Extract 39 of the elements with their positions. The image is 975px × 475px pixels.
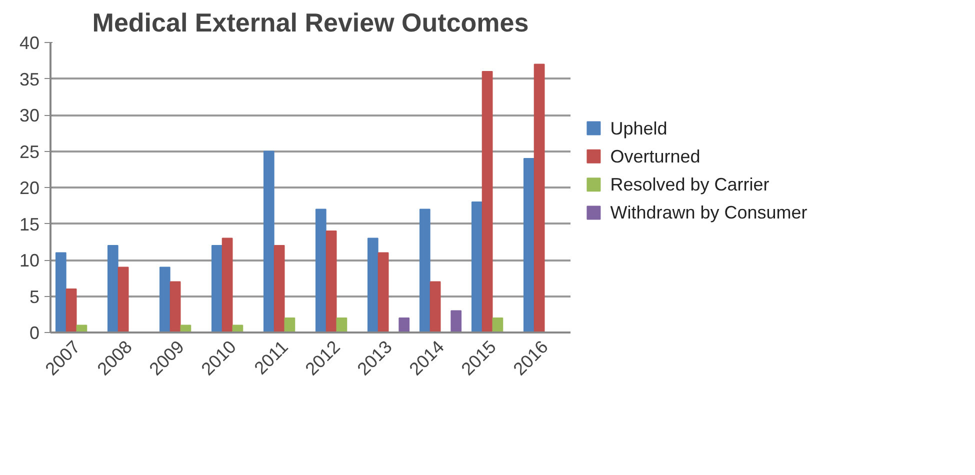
bar bbox=[523, 158, 534, 332]
bar bbox=[534, 64, 545, 332]
y-tick-label: 20 bbox=[19, 178, 40, 198]
bar bbox=[378, 252, 389, 332]
legend-label: Resolved by Carrier bbox=[610, 174, 770, 195]
bar bbox=[263, 150, 274, 332]
bar bbox=[398, 318, 410, 332]
bar bbox=[471, 202, 482, 332]
bar bbox=[274, 245, 285, 332]
bar bbox=[55, 252, 66, 332]
y-tick-label: 5 bbox=[29, 286, 40, 307]
bar bbox=[107, 245, 118, 332]
bar bbox=[482, 71, 493, 332]
bar bbox=[118, 266, 129, 332]
y-tick-label: 35 bbox=[19, 69, 40, 90]
legend-label: Overturned bbox=[610, 146, 700, 166]
y-tick-label: 15 bbox=[19, 214, 40, 234]
y-tick-label: 40 bbox=[19, 33, 40, 53]
bar bbox=[492, 318, 504, 332]
bar bbox=[315, 208, 326, 332]
bar bbox=[367, 238, 378, 332]
bar bbox=[326, 230, 337, 332]
bar bbox=[66, 288, 77, 332]
y-tick-label: 10 bbox=[19, 250, 40, 270]
bar bbox=[419, 208, 430, 332]
bar bbox=[430, 281, 441, 332]
legend-label: Upheld bbox=[610, 118, 668, 138]
bar bbox=[159, 266, 170, 332]
legend-label: Withdrawn by Consumer bbox=[610, 202, 808, 223]
y-tick-label: 25 bbox=[19, 142, 40, 162]
bar bbox=[336, 318, 348, 332]
bar bbox=[450, 310, 462, 332]
y-tick-label: 30 bbox=[19, 106, 40, 126]
bar bbox=[284, 318, 296, 332]
y-tick-label: 0 bbox=[29, 323, 40, 343]
bar bbox=[211, 245, 222, 332]
bar bbox=[222, 238, 233, 332]
chart-title: Medical External Review Outcomes bbox=[92, 8, 529, 38]
bar bbox=[170, 281, 181, 332]
